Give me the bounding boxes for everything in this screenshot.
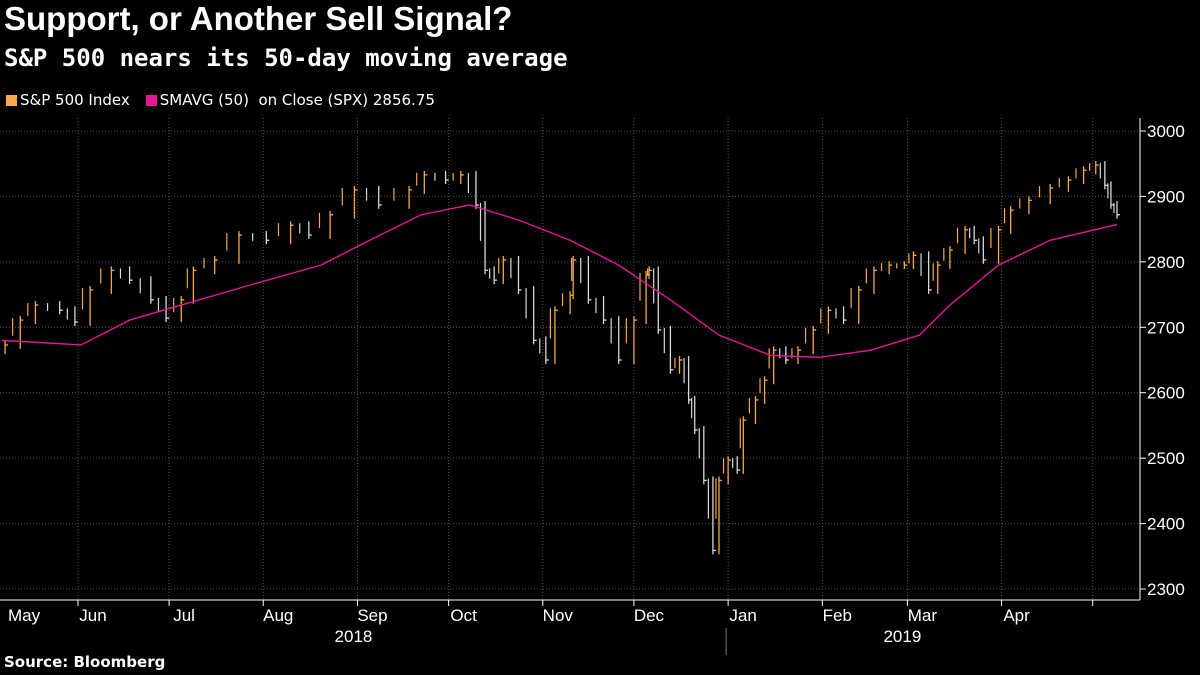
x-tick-label: Mar — [908, 606, 938, 625]
x-tick-label: Nov — [543, 606, 574, 625]
x-tick-label: Sep — [357, 606, 387, 625]
x-tick-label: Jul — [173, 606, 195, 625]
legend-item-spx: S&P 500 Index — [6, 91, 130, 109]
x-tick-label: Aug — [263, 606, 293, 625]
year-label: 2019 — [883, 627, 921, 646]
legend-item-sma: SMAVG (50) on Close (SPX) 2856.75 — [145, 91, 435, 109]
legend: S&P 500 Index SMAVG (50) on Close (SPX) … — [6, 91, 435, 109]
source-note: Source: Bloomberg — [4, 653, 166, 671]
x-tick-label: Jun — [79, 606, 106, 625]
y-tick-label: 2700 — [1147, 318, 1185, 337]
x-tick-label: Jan — [729, 606, 756, 625]
legend-label-sma: SMAVG (50) on Close (SPX) 2856.75 — [159, 91, 435, 109]
y-tick-label: 2800 — [1147, 253, 1185, 272]
chart-title: Support, or Another Sell Signal? — [4, 0, 513, 37]
y-tick-label: 2600 — [1147, 384, 1185, 403]
y-tick-label: 2300 — [1147, 580, 1185, 599]
year-label: 2018 — [335, 627, 373, 646]
y-tick-label: 2900 — [1147, 187, 1185, 206]
legend-swatch-spx — [6, 94, 17, 106]
x-tick-label: Feb — [823, 606, 852, 625]
chart-subtitle: S&P 500 nears its 50-day moving average — [4, 44, 568, 72]
legend-label-spx: S&P 500 Index — [20, 91, 130, 109]
x-tick-label: Oct — [450, 606, 477, 625]
x-tick-label: Apr — [1003, 606, 1030, 625]
x-tick-label: May — [8, 606, 41, 625]
y-tick-label: 3000 — [1147, 122, 1185, 141]
legend-swatch-sma — [145, 94, 157, 106]
y-tick-label: 2400 — [1147, 515, 1185, 534]
y-tick-label: 2500 — [1147, 449, 1185, 468]
sma-line — [1, 204, 1118, 359]
x-tick-label: Dec — [634, 606, 665, 625]
